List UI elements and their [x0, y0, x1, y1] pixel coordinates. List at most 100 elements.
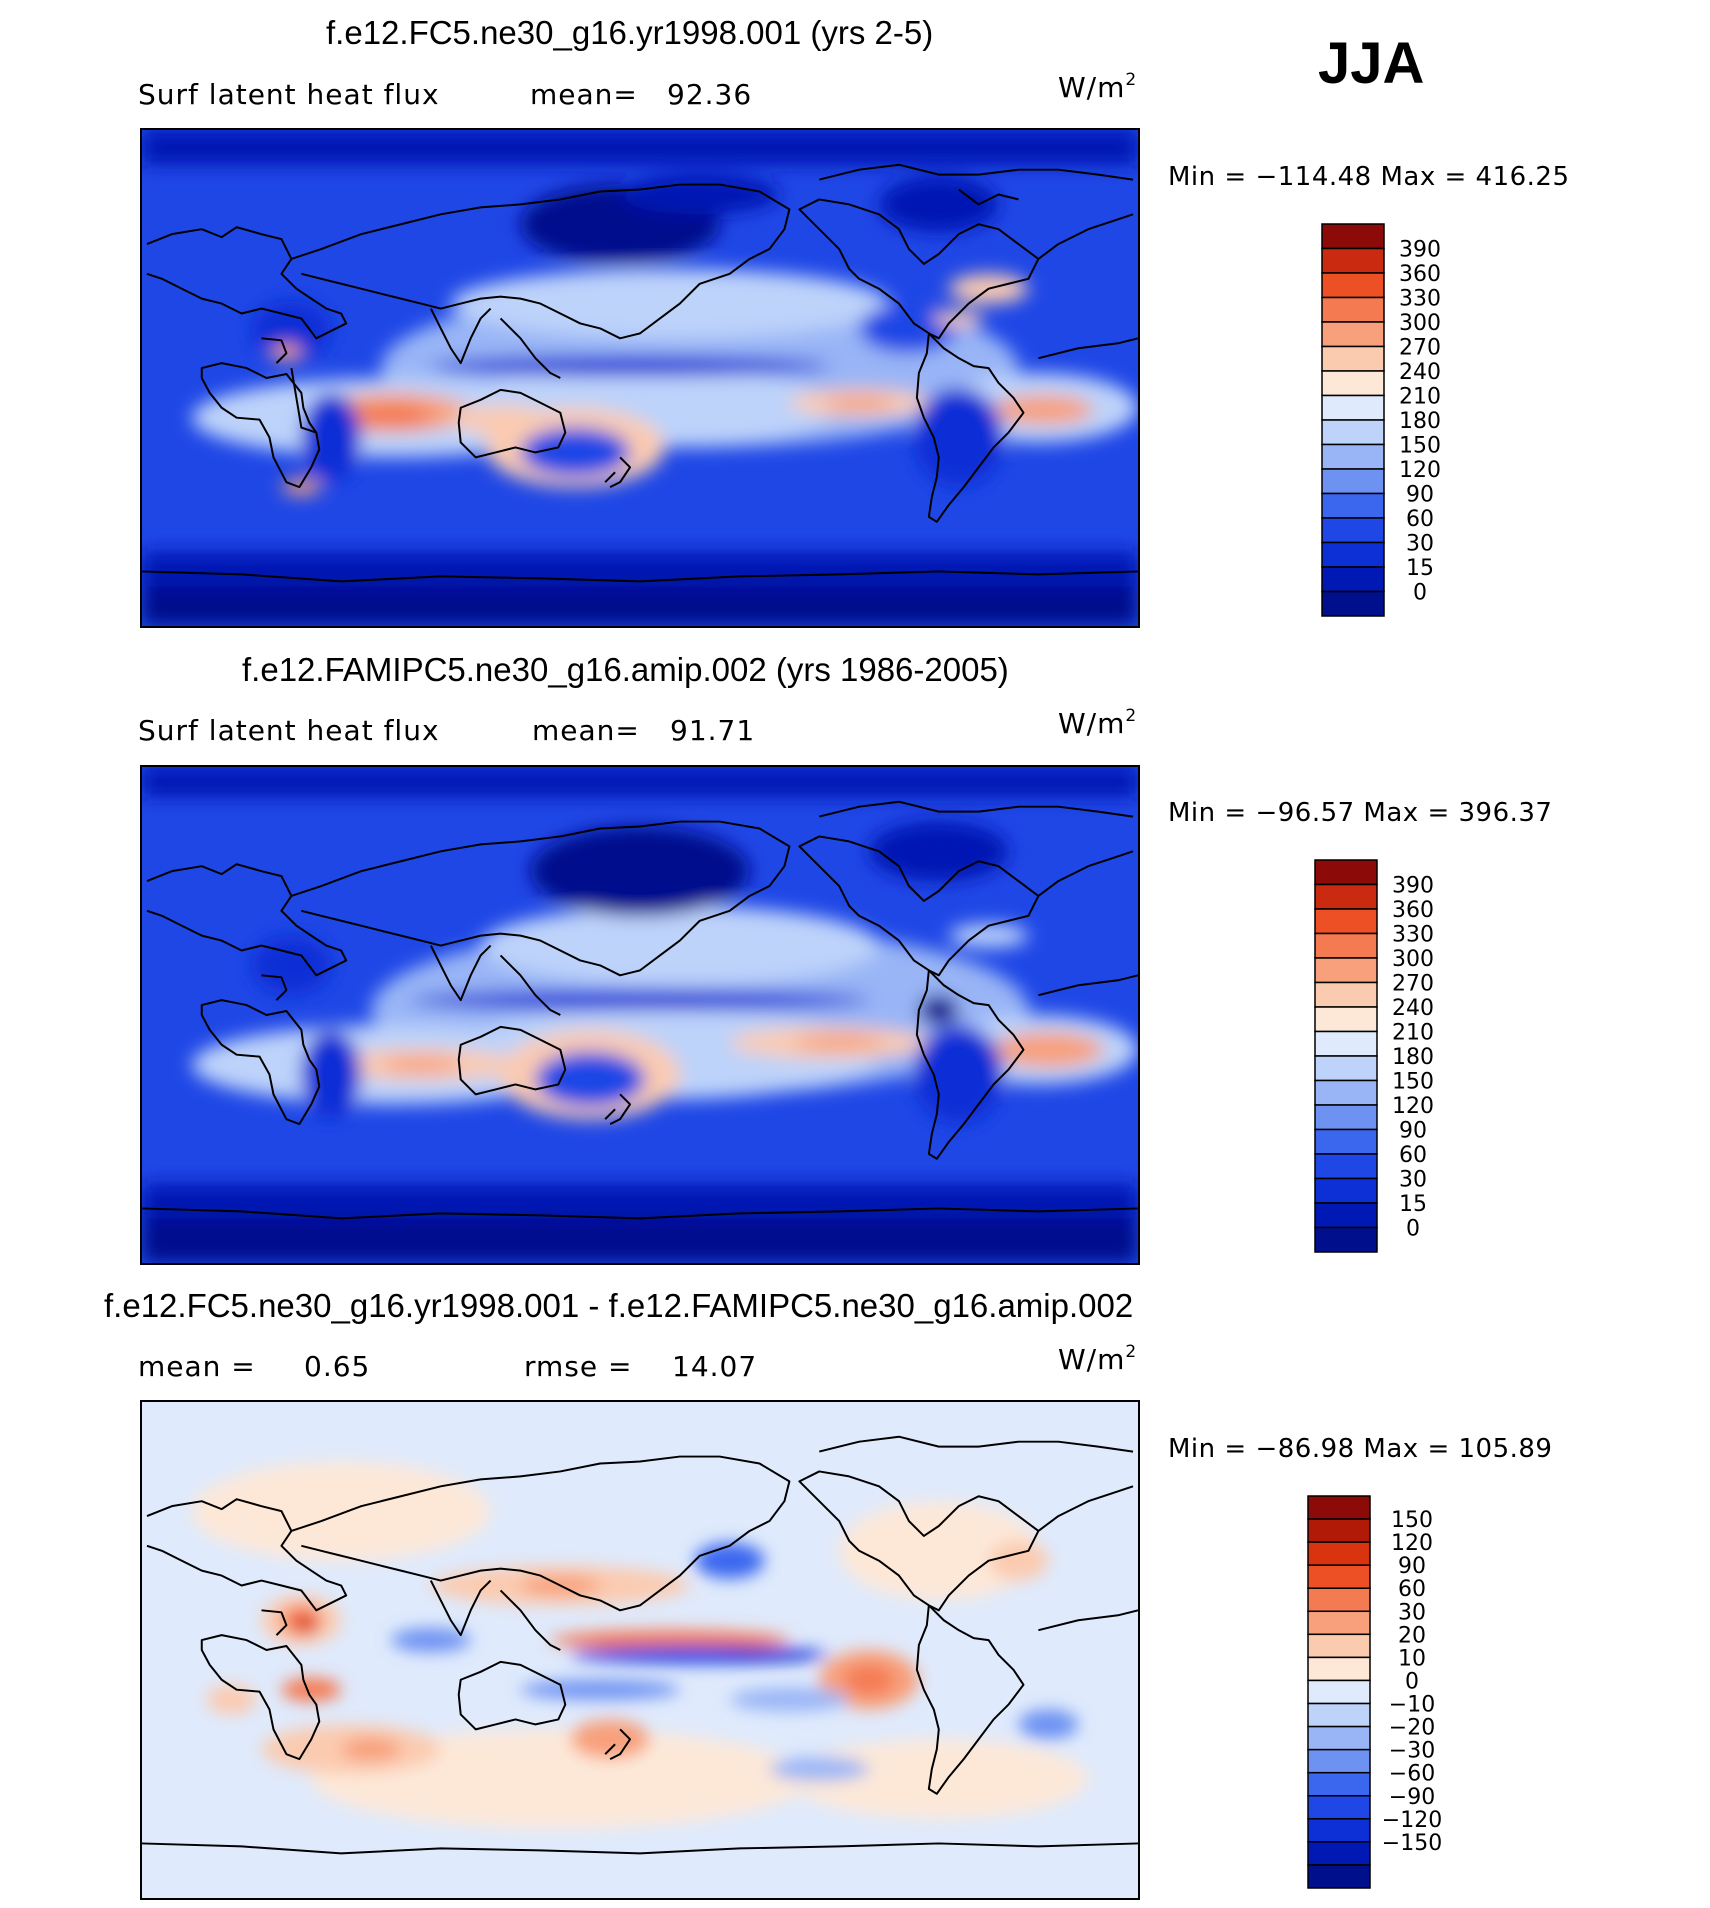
- colorbar-tick-label: 240: [1399, 360, 1441, 385]
- colorbar-segment: [1321, 541, 1385, 568]
- colorbar-tick-label: 270: [1399, 336, 1441, 361]
- colorbar-tick-label: 210: [1399, 385, 1441, 410]
- panel-3-mean-value: 0.65: [304, 1350, 371, 1383]
- colorbar-tick-label: 0: [1405, 1669, 1419, 1694]
- colorbar-segment: [1321, 345, 1385, 372]
- panel-1-units: W/m2: [1058, 70, 1138, 104]
- colorbar-tick-label: 15: [1406, 556, 1434, 581]
- colorbar-tick-label: 240: [1392, 996, 1434, 1021]
- colorbar-tick-label: 60: [1398, 1577, 1426, 1602]
- panel-2-mean-value: 91.71: [670, 714, 756, 747]
- colorbar-segment: [1314, 883, 1378, 910]
- colorbar-tick-label: 150: [1392, 1070, 1434, 1095]
- colorbar-segment: [1321, 370, 1385, 397]
- colorbar-segment: [1321, 247, 1385, 274]
- colorbar-segment: [1314, 1030, 1378, 1057]
- colorbar-tick-label: 60: [1406, 507, 1434, 532]
- colorbar-tick-label: 90: [1399, 1119, 1427, 1144]
- colorbar-segment: [1321, 321, 1385, 348]
- colorbar-tick-label: −150: [1382, 1831, 1442, 1856]
- panel-1-mean-label: mean=: [530, 78, 638, 111]
- season-label: JJA: [1318, 31, 1425, 96]
- colorbar-tick-label: 180: [1399, 409, 1441, 434]
- panel-1-minmax: Min = −114.48 Max = 416.25: [1168, 162, 1570, 192]
- colorbar-segment: [1314, 981, 1378, 1008]
- colorbar-segment: [1314, 1128, 1378, 1155]
- colorbar-segment: [1321, 443, 1385, 470]
- colorbar-tick-label: −20: [1389, 1716, 1435, 1741]
- colorbar-tick-label: 0: [1406, 1217, 1420, 1242]
- colorbar-segment: [1321, 492, 1385, 519]
- colorbar-segment: [1321, 272, 1385, 299]
- colorbar-segment: [1314, 1079, 1378, 1106]
- colorbar-tick-label: 10: [1398, 1646, 1426, 1671]
- panel-3-rmse-value: 14.07: [672, 1350, 758, 1383]
- colorbar-tick-label: 0: [1413, 581, 1427, 606]
- colorbar-tick-label: 210: [1392, 1021, 1434, 1046]
- colorbar-segment: [1307, 1656, 1371, 1682]
- colorbar-tick-label: −120: [1382, 1808, 1442, 1833]
- colorbar-tick-label: 180: [1392, 1045, 1434, 1070]
- colorbar-segment: [1321, 419, 1385, 446]
- colorbar-tick-label: 20: [1398, 1623, 1426, 1648]
- colorbar-tick-label: 300: [1399, 311, 1441, 336]
- colorbar-tick-label: −90: [1389, 1785, 1435, 1810]
- colorbar-segment: [1314, 1153, 1378, 1180]
- colorbar-segment: [1321, 566, 1385, 593]
- colorbar-segment: [1307, 1633, 1371, 1659]
- panel-2-title: f.e12.FAMIPC5.ne30_g16.amip.002 (yrs 198…: [242, 651, 1009, 688]
- colorbar-tick-label: 390: [1392, 874, 1434, 899]
- panel-3-mean-label: mean =: [138, 1350, 256, 1383]
- colorbar-tick-label: 60: [1399, 1143, 1427, 1168]
- colorbar-segment: [1314, 1177, 1378, 1204]
- colorbar-tick-label: 330: [1399, 287, 1441, 312]
- panel-1-map: [140, 128, 1140, 628]
- colorbar-segment: [1321, 296, 1385, 323]
- colorbar-tick-label: 120: [1399, 458, 1441, 483]
- colorbar-segment: [1307, 1679, 1371, 1705]
- panel-1-variable: Surf latent heat flux: [138, 78, 440, 111]
- panel-3-rmse-label: rmse =: [524, 1350, 633, 1383]
- colorbar-tick-label: 150: [1391, 1508, 1433, 1533]
- colorbar-segment: [1321, 394, 1385, 421]
- colorbar-segment: [1307, 1587, 1371, 1613]
- colorbar-tick-label: 15: [1399, 1192, 1427, 1217]
- colorbar-segment: [1314, 1104, 1378, 1131]
- colorbar-tick-label: 390: [1399, 238, 1441, 263]
- panel-2-mean-label: mean=: [532, 714, 640, 747]
- colorbar-tick-label: 120: [1392, 1094, 1434, 1119]
- colorbar-segment: [1307, 1748, 1371, 1774]
- colorbar-segment: [1314, 1055, 1378, 1082]
- panel-3-colorbar: 150 120 90 60 30 20 10 0 −10 −20 −30 −60 −90 −120 −150: [1307, 1495, 1508, 1896]
- colorbar-segment: [1307, 1702, 1371, 1728]
- colorbar-segment: [1307, 1795, 1371, 1820]
- colorbar-tick-label: 300: [1392, 947, 1434, 972]
- colorbar-segment: [1314, 859, 1378, 886]
- colorbar-tick-label: 30: [1406, 532, 1434, 557]
- colorbar-segment: [1307, 1725, 1371, 1751]
- colorbar-segment: [1307, 1864, 1371, 1889]
- colorbar-tick-label: 30: [1399, 1168, 1427, 1193]
- colorbar-tick-label: 120: [1391, 1531, 1433, 1556]
- colorbar-tick-label: −60: [1389, 1762, 1435, 1787]
- panel-1-mean-value: 92.36: [667, 78, 753, 111]
- colorbar-segment: [1307, 1518, 1371, 1543]
- colorbar-segment: [1307, 1818, 1371, 1843]
- panel-2-map: [140, 765, 1140, 1265]
- colorbar-segment: [1321, 517, 1385, 544]
- panel-1-colorbar: 390 360 330 300 270 240 210 180 150 120 90 60 30 15 0: [1321, 223, 1522, 624]
- colorbar-tick-label: 360: [1399, 262, 1441, 287]
- colorbar-tick-label: 90: [1406, 483, 1434, 508]
- colorbar-segment: [1321, 223, 1385, 250]
- panel-2-units: W/m2: [1058, 706, 1138, 740]
- colorbar-tick-label: 330: [1392, 923, 1434, 948]
- colorbar-tick-label: 270: [1392, 972, 1434, 997]
- panel-3-title: f.e12.FC5.ne30_g16.yr1998.001 - f.e12.FA…: [104, 1287, 1134, 1324]
- colorbar-segment: [1307, 1841, 1371, 1866]
- colorbar-tick-label: 360: [1392, 898, 1434, 923]
- colorbar-segment: [1314, 957, 1378, 984]
- colorbar-segment: [1321, 468, 1385, 495]
- panel-1-title: f.e12.FC5.ne30_g16.yr1998.001 (yrs 2-5): [326, 14, 934, 51]
- panel-2-variable: Surf latent heat flux: [138, 714, 440, 747]
- colorbar-segment: [1314, 1006, 1378, 1033]
